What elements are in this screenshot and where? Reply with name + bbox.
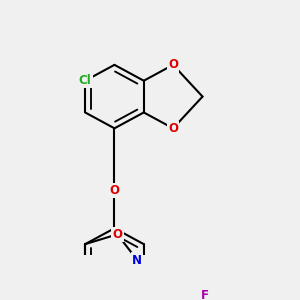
Text: O: O [168, 58, 178, 71]
Text: O: O [168, 122, 178, 135]
Text: F: F [201, 289, 209, 300]
Text: Cl: Cl [79, 74, 92, 87]
Text: O: O [110, 184, 119, 197]
Text: N: N [132, 254, 142, 266]
Text: O: O [112, 228, 122, 241]
